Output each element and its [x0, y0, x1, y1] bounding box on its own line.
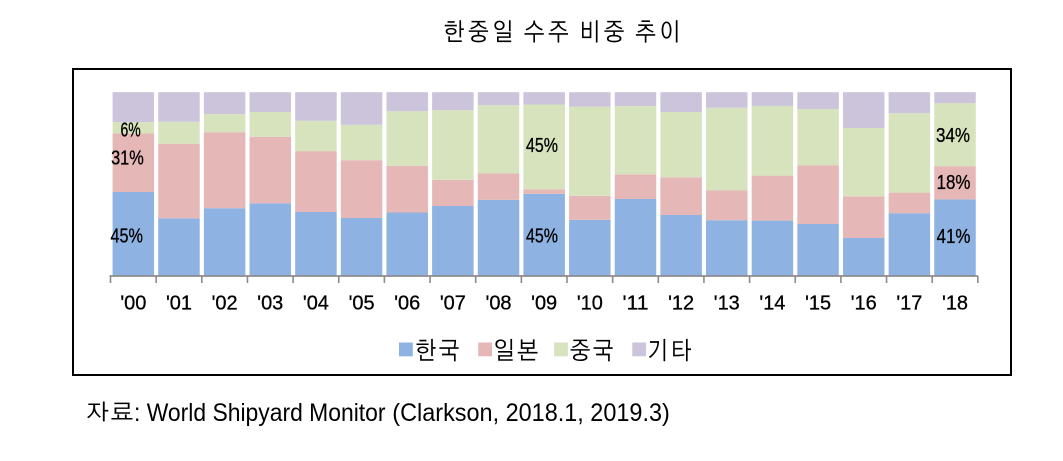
- svg-text:31%: 31%: [111, 148, 144, 170]
- svg-text:'06: '06: [394, 293, 420, 315]
- svg-text:'12: '12: [668, 293, 694, 315]
- svg-text:'16: '16: [851, 293, 877, 315]
- svg-text:'08: '08: [486, 293, 512, 315]
- svg-text:'03: '03: [257, 293, 283, 315]
- svg-text:(Clarkson, 2018.1, 2019.3): (Clarkson, 2018.1, 2019.3): [392, 399, 670, 427]
- svg-text:18%: 18%: [937, 172, 971, 194]
- svg-text:'09: '09: [531, 293, 557, 315]
- svg-text:41%: 41%: [937, 226, 971, 248]
- svg-text:'18: '18: [942, 293, 968, 315]
- svg-text:45%: 45%: [526, 135, 558, 157]
- svg-text:'01: '01: [166, 293, 192, 315]
- svg-text:'15: '15: [805, 293, 831, 315]
- svg-text:'05: '05: [349, 293, 375, 315]
- svg-text:: World Shipyard Monitor: : World Shipyard Monitor: [134, 399, 386, 427]
- svg-text:'00: '00: [120, 293, 146, 315]
- svg-text:'02: '02: [212, 293, 238, 315]
- svg-text:6%: 6%: [121, 120, 141, 142]
- svg-text:'14: '14: [759, 293, 785, 315]
- svg-text:'13: '13: [714, 293, 740, 315]
- svg-text:'10: '10: [577, 293, 603, 315]
- svg-text:45%: 45%: [111, 226, 143, 248]
- svg-text:'11: '11: [622, 293, 648, 315]
- svg-text:'17: '17: [896, 293, 922, 315]
- svg-text:'04: '04: [303, 293, 329, 315]
- svg-text:'07: '07: [440, 293, 466, 315]
- svg-text:45%: 45%: [526, 226, 558, 248]
- svg-text:34%: 34%: [936, 125, 970, 147]
